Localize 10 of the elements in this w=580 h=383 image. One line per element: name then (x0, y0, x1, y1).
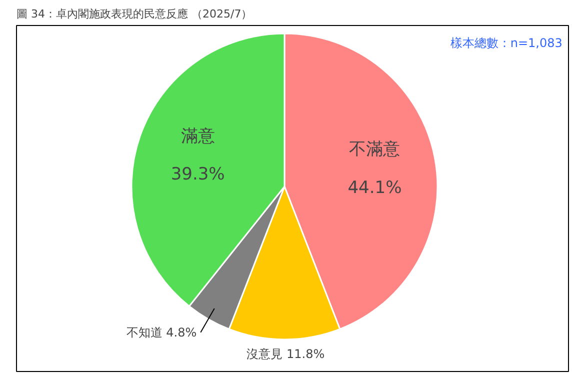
slice-label: 不知道 (126, 325, 163, 340)
data-label: 44.1% (348, 178, 402, 198)
slice-label: 沒意見 (246, 347, 282, 362)
data-label: 4.8% (166, 325, 197, 340)
slice-label: 不滿意 (349, 140, 400, 160)
chart-title: 圖 34：卓內閣施政表現的民意反應 （2025/7） (16, 8, 252, 20)
slice-label: 滿意 (180, 126, 215, 146)
data-label: 11.8% (286, 347, 325, 362)
text: 樣本總數：n=1,083 (450, 36, 562, 50)
data-label: 39.3% (170, 164, 225, 185)
